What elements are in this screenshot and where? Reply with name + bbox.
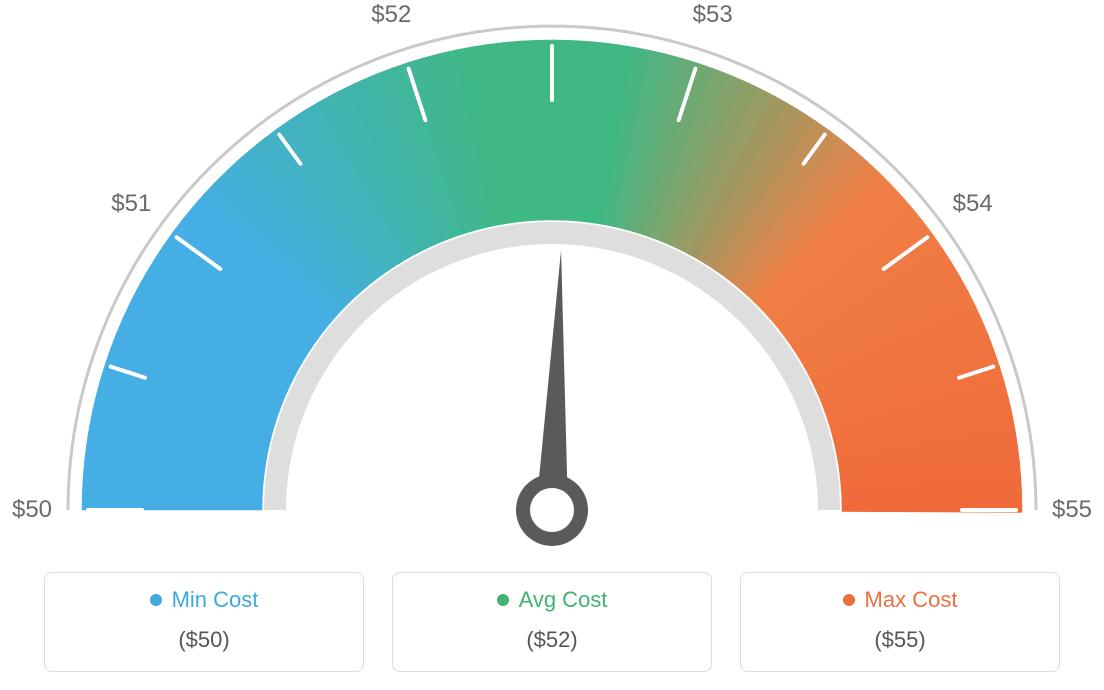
gauge-tick-label: $52	[532, 0, 572, 4]
legend-title-avg: Avg Cost	[497, 587, 608, 613]
gauge-hub-inner	[530, 488, 574, 532]
gauge-tick-label: $51	[111, 190, 151, 218]
legend-value-avg: ($52)	[403, 627, 701, 653]
dot-icon	[843, 594, 855, 606]
legend-card-max: Max Cost ($55)	[740, 572, 1060, 672]
legend-label: Min Cost	[172, 587, 259, 613]
legend-label: Avg Cost	[519, 587, 608, 613]
legend-card-avg: Avg Cost ($52)	[392, 572, 712, 672]
legend-row: Min Cost ($50) Avg Cost ($52) Max Cost (…	[0, 572, 1104, 672]
legend-label: Max Cost	[865, 587, 958, 613]
dot-icon	[497, 594, 509, 606]
legend-title-min: Min Cost	[150, 587, 259, 613]
gauge-needle	[536, 250, 568, 510]
legend-value-min: ($50)	[55, 627, 353, 653]
gauge-tick-label: $54	[953, 190, 993, 218]
gauge-tick-label: $50	[12, 496, 52, 524]
gauge-tick-label: $55	[1052, 496, 1092, 524]
gauge-tick-label: $53	[693, 1, 733, 29]
legend-value-max: ($55)	[751, 627, 1049, 653]
gauge-svg	[0, 0, 1104, 560]
legend-card-min: Min Cost ($50)	[44, 572, 364, 672]
gauge-tick-label: $52	[371, 1, 411, 29]
gauge-chart: $50 $51 $52 $52 $53 $54 $55	[0, 0, 1104, 560]
dot-icon	[150, 594, 162, 606]
legend-title-max: Max Cost	[843, 587, 958, 613]
